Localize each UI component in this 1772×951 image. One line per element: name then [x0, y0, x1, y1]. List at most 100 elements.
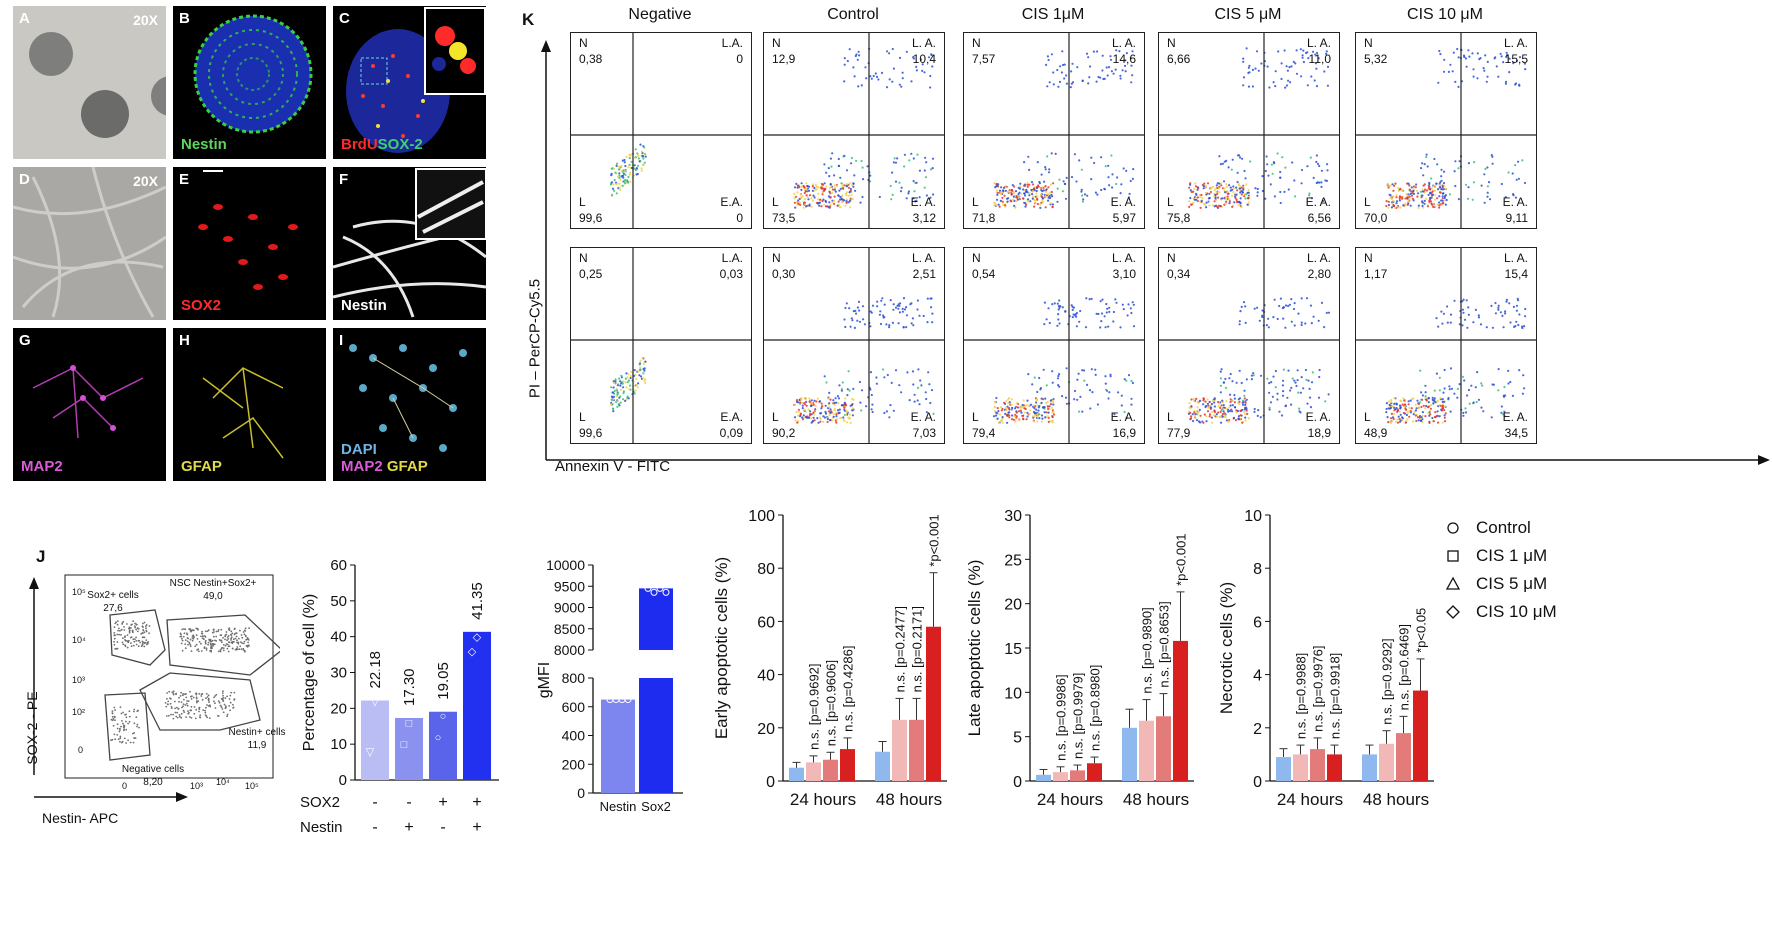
event-dot: [196, 701, 198, 704]
event-dot: [1466, 394, 1469, 397]
legend-item-cis10: CIS 10 μM: [1476, 602, 1557, 621]
event-dot: [1429, 403, 1432, 407]
event-dot: [1190, 190, 1193, 193]
event-dot: [620, 169, 623, 172]
event-dot: [239, 645, 242, 648]
event-dot: [1189, 183, 1192, 186]
event-dot: [835, 421, 838, 424]
event-dot: [800, 182, 803, 185]
event-dot: [1285, 84, 1289, 87]
data-point: ◇: [468, 646, 477, 658]
event-dot: [1406, 411, 1409, 414]
event-dot: [1000, 186, 1003, 189]
event-dot: [643, 161, 646, 164]
event-dot: [186, 640, 189, 643]
event-dot: [1239, 310, 1242, 313]
event-dot: [841, 200, 844, 203]
event-dot: [845, 201, 848, 204]
event-dot: [1207, 406, 1210, 409]
event-dot: [1497, 308, 1500, 311]
event-dot: [119, 729, 121, 731]
event-dot: [1011, 406, 1014, 409]
event-dot: [1032, 187, 1035, 190]
event-dot: [1437, 325, 1440, 328]
event-dot: [1192, 419, 1195, 423]
event-dot: [1004, 412, 1007, 415]
event-dot: [817, 192, 820, 195]
event-dot: [870, 408, 873, 411]
event-dot: [1436, 410, 1439, 413]
event-dot: [807, 198, 810, 201]
event-dot: [1190, 398, 1193, 401]
event-dot: [833, 199, 836, 202]
event-dot: [1412, 189, 1415, 193]
event-dot: [874, 72, 877, 75]
event-dot: [1290, 65, 1293, 68]
event-dot: [1402, 397, 1405, 400]
event-dot: [1049, 202, 1052, 205]
event-dot: [888, 78, 891, 81]
event-dot: [184, 643, 187, 645]
event-dot: [110, 718, 113, 721]
event-dot: [1047, 186, 1050, 189]
event-dot: [1244, 419, 1247, 422]
event-dot: [912, 180, 915, 183]
event-dot: [1507, 382, 1510, 385]
quadrant-value-n: 7,57: [972, 52, 996, 66]
event-dot: [222, 711, 225, 714]
event-dot: [850, 404, 853, 407]
event-dot: [1412, 413, 1415, 416]
event-dot: [1457, 85, 1460, 88]
event-dot: [1100, 312, 1104, 315]
event-dot: [1038, 376, 1041, 380]
event-dot: [1234, 197, 1237, 200]
event-dot: [640, 150, 643, 153]
event-dot: [1229, 404, 1232, 407]
event-dot: [1192, 398, 1195, 401]
y-axis-label: Early apoptotic cells (%): [712, 557, 731, 739]
event-dot: [195, 696, 198, 699]
event-dot: [222, 647, 225, 649]
event-dot: [197, 700, 200, 703]
event-dot: [1032, 420, 1035, 423]
event-dot: [119, 727, 121, 730]
event-dot: [1308, 194, 1311, 197]
event-dot: [1247, 66, 1250, 69]
event-dot: [1434, 184, 1437, 187]
event-dot: [1439, 397, 1442, 400]
gfap-image: [202, 367, 284, 459]
event-dot: [900, 186, 903, 189]
event-dot: [1401, 403, 1404, 406]
event-dot: [226, 639, 228, 642]
quadrant-value-n: 5,32: [1364, 52, 1388, 66]
gate-sox2: [109, 609, 166, 666]
event-dot: [618, 172, 621, 175]
event-dot: [1220, 184, 1223, 187]
event-dot: [1039, 193, 1042, 196]
event-dot: [796, 421, 799, 424]
event-dot: [1014, 407, 1017, 410]
event-dot: [897, 307, 900, 310]
event-dot: [182, 703, 185, 705]
event-dot: [204, 709, 207, 712]
quadrant-name-ea: E. A.: [1306, 410, 1331, 424]
event-dot: [897, 322, 900, 325]
event-dot: [178, 696, 180, 699]
quadrant-value-n: 0,30: [772, 267, 796, 281]
event-dot: [1485, 80, 1488, 83]
event-dot: [896, 157, 899, 160]
event-dot: [1054, 152, 1057, 155]
event-dot: [1282, 368, 1285, 371]
bar: [429, 711, 457, 780]
event-dot: [852, 66, 855, 69]
event-dot: [1486, 75, 1489, 78]
event-dot: [203, 646, 206, 649]
event-dot: [244, 627, 247, 630]
event-dot: [181, 639, 184, 642]
event-dot: [215, 630, 218, 633]
event-dot: [127, 722, 129, 725]
event-dot: [814, 184, 817, 187]
event-dot: [1089, 407, 1092, 410]
event-dot: [1076, 66, 1079, 69]
